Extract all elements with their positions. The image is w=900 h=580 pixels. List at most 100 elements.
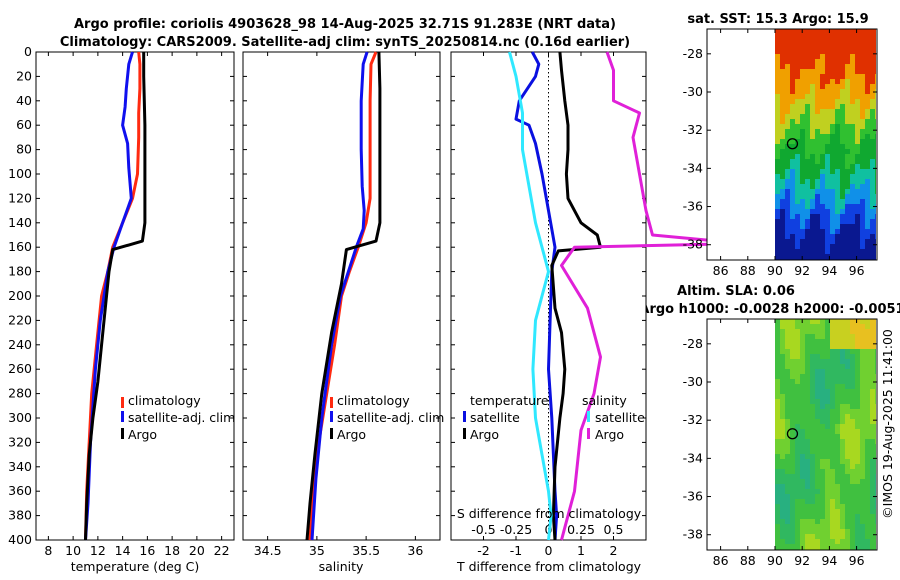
map-cell <box>800 189 806 195</box>
y-tick-label: 400 <box>8 532 32 547</box>
map-cell <box>835 399 841 405</box>
legend-label-satellite: satellite-adj. clim <box>128 410 235 425</box>
map-cell <box>775 349 781 355</box>
map-cell <box>780 379 786 385</box>
map-cell <box>835 434 841 440</box>
map-cell <box>840 364 846 370</box>
map-cell <box>795 439 801 445</box>
map-cell <box>780 394 786 400</box>
map-cell <box>815 149 821 155</box>
map-cell <box>780 514 786 520</box>
map-cell <box>865 54 871 60</box>
map-cell <box>875 369 876 375</box>
map-cell <box>835 464 841 470</box>
map-cell <box>790 339 796 345</box>
map-cell <box>775 64 781 70</box>
map-cell <box>865 74 871 80</box>
map-cell <box>835 364 841 370</box>
map-cell <box>875 519 876 525</box>
map-cell <box>830 539 836 545</box>
map-cell <box>800 119 806 125</box>
map-cell <box>815 429 821 435</box>
legend-swatch-satellite <box>330 411 333 422</box>
map-cell <box>800 114 806 120</box>
map-cell <box>855 59 861 65</box>
map-cell <box>810 379 816 385</box>
map-cell <box>860 394 866 400</box>
map-cell <box>805 119 811 125</box>
map-cell <box>825 174 831 180</box>
map-cell <box>795 354 801 360</box>
top-x-tick-label: -0.25 <box>500 522 532 537</box>
map-cell <box>820 419 826 425</box>
map-cell <box>830 209 836 215</box>
map-cell <box>870 514 876 520</box>
map-cell <box>845 334 851 340</box>
map-cell <box>845 539 851 545</box>
map-cell <box>870 544 876 550</box>
map-cell <box>800 54 806 60</box>
map-cell <box>860 124 866 130</box>
map-cell <box>775 404 781 410</box>
map-cell <box>795 109 801 115</box>
x-tick-label: -1 <box>510 543 522 558</box>
map-cell <box>865 114 871 120</box>
map-cell <box>785 134 791 140</box>
map-cell <box>810 434 816 440</box>
map-cell <box>830 254 836 260</box>
map-cell <box>795 69 801 75</box>
map-cell <box>790 494 796 500</box>
map-cell <box>860 524 866 530</box>
map-cell <box>800 324 806 330</box>
map-cell <box>845 119 851 125</box>
map-cell <box>845 34 851 40</box>
map-cell <box>865 529 871 535</box>
map-cell <box>785 179 791 185</box>
map-cell <box>780 469 786 475</box>
x-tick-label: 35 <box>309 543 325 558</box>
map-cell <box>795 434 801 440</box>
map-cell <box>830 494 836 500</box>
map-cell <box>795 389 801 395</box>
map-cell <box>805 89 811 95</box>
map-cell <box>875 394 876 400</box>
map-cell <box>870 239 876 245</box>
map-cell <box>795 344 801 350</box>
map-cell <box>860 374 866 380</box>
map-cell <box>850 494 856 500</box>
map-cell <box>855 469 861 475</box>
map-cell <box>805 134 811 140</box>
map-cell <box>855 319 861 325</box>
map-cell <box>825 514 831 520</box>
map-cell <box>830 244 836 250</box>
map-cell <box>805 79 811 85</box>
map-cell <box>875 484 876 490</box>
map-cell <box>785 339 791 345</box>
map-cell <box>875 169 876 175</box>
map-cell <box>830 114 836 120</box>
map-cell <box>780 474 786 480</box>
map-cell <box>785 414 791 420</box>
y-tick-label: 360 <box>8 483 32 498</box>
map-cell <box>835 114 841 120</box>
map-cell <box>805 39 811 45</box>
map-cell <box>850 434 856 440</box>
map-cell <box>785 509 791 515</box>
map-cell <box>795 74 801 80</box>
map-cell <box>850 499 856 505</box>
map-cell <box>785 354 791 360</box>
map-cell <box>795 114 801 120</box>
legend-swatch-temp-argo <box>463 428 466 439</box>
map-cell <box>855 374 861 380</box>
map-cell <box>830 474 836 480</box>
map-cell <box>875 334 876 340</box>
map-cell <box>835 254 841 260</box>
map-cell <box>810 524 816 530</box>
map-cell <box>810 104 816 110</box>
map-cell <box>795 34 801 40</box>
map-cell <box>870 49 876 55</box>
map-cell <box>815 174 821 180</box>
map-cell <box>805 169 811 175</box>
map-cell <box>855 434 861 440</box>
map-cell <box>865 104 871 110</box>
